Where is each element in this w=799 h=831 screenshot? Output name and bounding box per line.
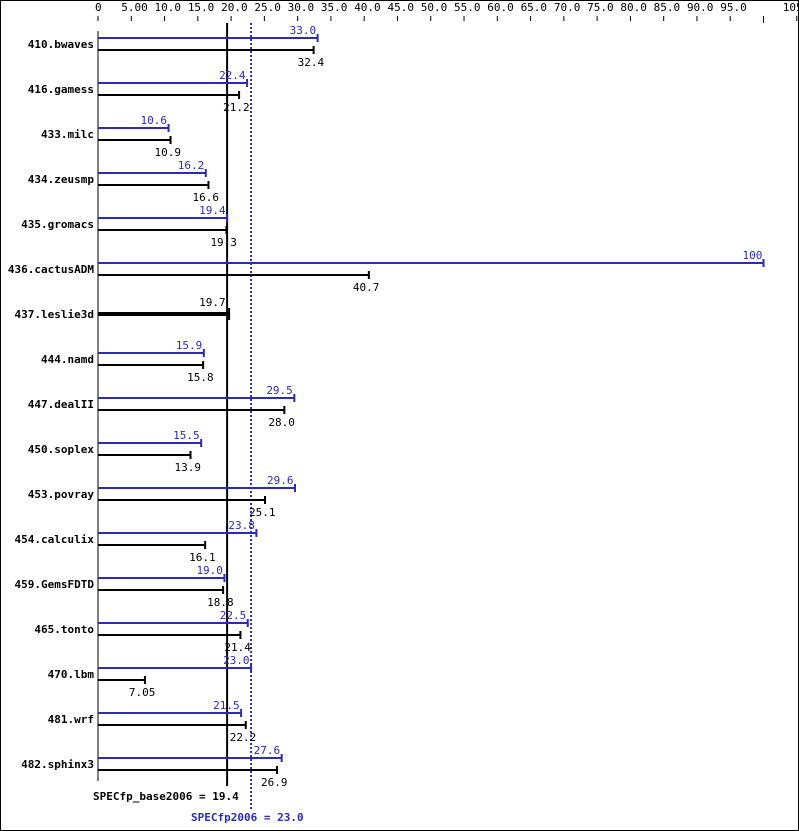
x-tick-label: 25.0 [254,1,281,14]
value-label-base: 15.8 [187,371,214,384]
x-tick-label: 60.0 [487,1,514,14]
value-label-base: 18.8 [207,596,234,609]
benchmark-label: 482.sphinx3 [21,758,94,771]
value-label-peak: 19.4 [199,204,226,217]
value-label-peak: 22.4 [219,69,246,82]
x-tick-label: 30.0 [288,1,315,14]
value-label-base: 25.1 [249,506,276,519]
benchmark-label: 434.zeusmp [28,173,95,186]
x-tick-label: 10.0 [155,1,182,14]
benchmark-label: 453.povray [28,488,95,501]
value-label-peak: 22.5 [220,609,247,622]
value-label-base: 21.2 [223,101,250,114]
x-tick-label: 5.00 [121,1,147,14]
value-label-base: 19.3 [210,236,237,249]
benchmark-label: 459.GemsFDTD [15,578,95,591]
value-label-base: 7.05 [129,686,156,699]
value-label-peak: 19.0 [196,564,223,577]
benchmark-label: 447.dealII [28,398,94,411]
x-tick-label: 85.0 [654,1,681,14]
value-label-base: 28.0 [268,416,295,429]
value-label-base: 32.4 [298,56,325,69]
value-label-base: 40.7 [353,281,380,294]
x-tick-label: 15.0 [188,1,215,14]
value-label-peak: 33.0 [290,24,317,37]
reference-label-peak: SPECfp2006 = 23.0 [191,811,304,824]
x-tick-label: 0 [95,1,102,14]
benchmark-label: 470.lbm [48,668,95,681]
benchmark-label: 465.tonto [34,623,94,636]
value-label-base: 16.6 [192,191,219,204]
benchmark-label: 444.namd [41,353,94,366]
benchmark-label: 433.milc [41,128,94,141]
value-label-peak: 29.5 [266,384,293,397]
x-tick-label: 80.0 [620,1,647,14]
x-tick-label: 50.0 [421,1,448,14]
benchmark-label: 410.bwaves [28,38,94,51]
value-label-peak: 10.6 [141,114,168,127]
benchmark-label: 454.calculix [15,533,95,546]
benchmark-label: 435.gromacs [21,218,94,231]
x-tick-label: 35.0 [321,1,348,14]
reference-label-base: SPECfp_base2006 = 19.4 [93,790,239,803]
x-tick-label: 95.0 [720,1,747,14]
x-tick-label: 65.0 [521,1,548,14]
value-label-base: 21.4 [224,641,251,654]
benchmark-label: 481.wrf [48,713,94,726]
x-tick-label: 55.0 [454,1,481,14]
x-tick-label: 70.0 [554,1,581,14]
x-tick-label: 75.0 [587,1,614,14]
benchmark-label: 437.leslie3d [15,308,94,321]
x-tick-label: 90.0 [687,1,714,14]
x-tick-label: 45.0 [387,1,414,14]
value-label-base: 13.9 [175,461,202,474]
benchmark-label: 436.cactusADM [8,263,94,276]
value-label-peak: 16.2 [178,159,205,172]
value-label-peak: 15.5 [173,429,200,442]
benchmark-label: 450.soplex [28,443,95,456]
value-label-base: 22.2 [230,731,257,744]
x-tick-label: 20.0 [221,1,248,14]
x-tick-label: 105 [783,1,799,14]
value-label-peak: 29.6 [267,474,294,487]
value-label-base: 16.1 [189,551,216,564]
value-label-peak: 23.0 [223,654,250,667]
value-label-peak: 15.9 [176,339,203,352]
value-label-base: 26.9 [261,776,288,789]
value-label-peak: 21.5 [213,699,240,712]
x-tick-label: 40.0 [354,1,381,14]
benchmark-label: 416.gamess [28,83,94,96]
value-label-base: 10.9 [155,146,182,159]
value-label-base: 19.7 [199,296,226,309]
value-label-peak: 23.8 [228,519,255,532]
value-label-peak: 100 [743,249,763,262]
value-label-peak: 27.6 [254,744,280,757]
